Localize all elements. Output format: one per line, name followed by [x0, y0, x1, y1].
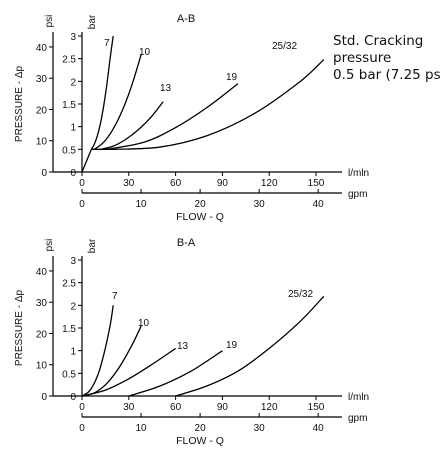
x-tick-label: 120 [261, 178, 278, 189]
series-line-10 [81, 325, 142, 397]
psi-tick-label: 30 [36, 298, 48, 309]
psi-tick-label: 10 [36, 361, 48, 372]
y-axis-label: PRESSURE - Δp [14, 65, 25, 142]
psi-tick-label: 0 [41, 168, 47, 179]
note-line-3: 0.5 bar (7.25 psi) [333, 67, 441, 83]
chart-title: A-B [177, 13, 195, 25]
bar-tick-label: 2 [70, 301, 76, 312]
psi-tick-label: 40 [36, 267, 48, 278]
y-unit-psi: psi [44, 15, 55, 28]
series-label-7: 7 [112, 291, 118, 302]
note-line-1: Std. Cracking [333, 33, 424, 49]
y-unit-psi: psi [44, 239, 55, 252]
x2-tick-label: 40 [313, 423, 325, 434]
psi-tick-label: 40 [36, 43, 48, 54]
x-tick-label: 90 [217, 178, 229, 189]
x2-tick-label: 10 [135, 423, 147, 434]
series-label-7: 7 [104, 38, 110, 49]
psi-tick-label: 10 [36, 137, 48, 148]
bar-tick-label: 0.5 [62, 369, 76, 380]
x2-tick-label: 10 [135, 199, 147, 210]
series-label-10: 10 [139, 47, 151, 58]
series-line-19 [128, 350, 223, 397]
x2-tick-label: 20 [195, 199, 207, 210]
chart-1 [49, 256, 342, 418]
x-tick-label: 150 [308, 178, 325, 189]
series-label-13: 13 [177, 341, 189, 352]
bar-tick-label: 2 [70, 77, 76, 88]
psi-tick-label: 0 [41, 392, 47, 403]
bar-tick-label: 2.5 [62, 279, 76, 290]
bar-tick-label: 0.5 [62, 145, 76, 156]
bar-tick-label: 1 [70, 347, 76, 358]
y-unit-bar: bar [87, 14, 98, 29]
cracking-rise-line [81, 149, 92, 173]
psi-tick-label: 20 [36, 105, 48, 116]
x-tick-label: 30 [123, 178, 135, 189]
bar-tick-label: 1.5 [62, 100, 76, 111]
psi-tick-label: 30 [36, 74, 48, 85]
x-axis-label: FLOW - Q [176, 211, 224, 223]
x-axis-label: FLOW - Q [176, 435, 224, 447]
x-tick-label: 120 [261, 402, 278, 413]
x-tick-label: 90 [217, 402, 229, 413]
series-line-13 [81, 347, 176, 397]
bar-tick-label: 3 [70, 32, 76, 43]
series-line-13 [100, 101, 164, 150]
x-unit-primary: l/mln [348, 392, 369, 403]
x2-tick-label: 0 [79, 423, 85, 434]
series-line-25-32 [113, 59, 325, 150]
y-unit-bar: bar [87, 238, 98, 253]
x-unit-secondary: gpm [348, 189, 367, 200]
x2-tick-label: 30 [254, 423, 266, 434]
bar-tick-label: 0 [70, 392, 76, 403]
series-label-19: 19 [226, 72, 238, 83]
series-label-13: 13 [160, 83, 172, 94]
cracking-pressure-note: Std. Cracking pressure 0.5 bar (7.25 psi… [333, 33, 441, 84]
series-line-25-32 [175, 295, 325, 397]
x-unit-secondary: gpm [348, 413, 367, 424]
chart-0 [49, 32, 342, 194]
bar-tick-label: 3 [70, 256, 76, 267]
series-line-7 [90, 35, 114, 150]
x-tick-label: 60 [170, 402, 182, 413]
series-line-7 [81, 305, 114, 397]
x2-tick-label: 30 [254, 199, 266, 210]
bar-tick-label: 0 [70, 168, 76, 179]
x-tick-label: 30 [123, 402, 135, 413]
bar-tick-label: 1 [70, 123, 76, 134]
bar-tick-label: 2.5 [62, 55, 76, 66]
series-label-19: 19 [226, 340, 238, 351]
x-tick-label: 0 [79, 402, 85, 413]
x-tick-label: 60 [170, 178, 182, 189]
x2-tick-label: 0 [79, 199, 85, 210]
x-tick-label: 0 [79, 178, 85, 189]
chart-title: B-A [177, 237, 196, 249]
y-axis-label: PRESSURE - Δp [14, 289, 25, 366]
x-unit-primary: l/mln [348, 168, 369, 179]
x2-tick-label: 40 [313, 199, 325, 210]
x-tick-label: 150 [308, 402, 325, 413]
x2-tick-label: 20 [195, 423, 207, 434]
series-label-25-32: 25/32 [272, 41, 297, 52]
series-label-25-32: 25/32 [288, 289, 313, 300]
bar-tick-label: 1.5 [62, 324, 76, 335]
note-line-2: pressure [333, 50, 392, 66]
series-line-19 [106, 83, 239, 150]
series-label-10: 10 [138, 318, 150, 329]
series-line-10 [94, 53, 142, 150]
psi-tick-label: 20 [36, 329, 48, 340]
